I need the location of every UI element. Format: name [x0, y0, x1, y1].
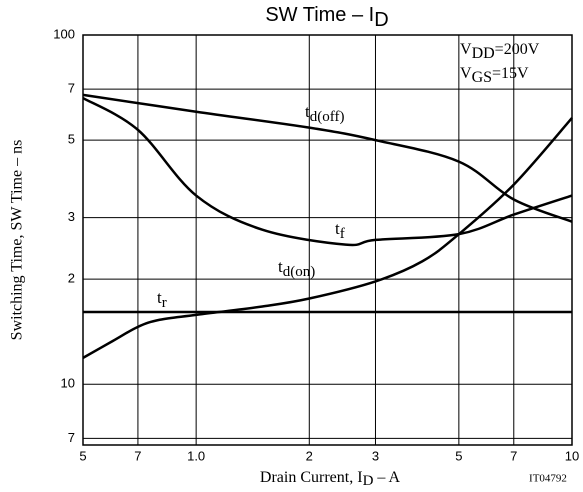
series-label: tr	[157, 288, 167, 312]
y-tick-label: 7	[68, 81, 75, 96]
series-line	[82, 117, 573, 359]
y-tick-label: 5	[68, 132, 75, 147]
x-tick-label: 5	[455, 448, 462, 463]
x-axis-label: Drain Current, ID – A	[260, 469, 401, 490]
series-line	[82, 96, 573, 247]
x-tick-label: 1.0	[187, 448, 205, 463]
x-tick-label: 3	[372, 448, 379, 463]
plot-frame	[82, 34, 573, 446]
figure-code: IT04792	[529, 473, 567, 485]
series-label: td(off)	[305, 102, 344, 126]
x-tick-label: 5	[79, 448, 86, 463]
y-tick-label: 100	[53, 26, 75, 41]
x-tick-label: 7	[134, 448, 141, 463]
x-tick-label: 10	[565, 448, 579, 463]
x-tick-label: 7	[510, 448, 517, 463]
y-tick-label: 10	[61, 376, 75, 391]
y-axis-label: Switching Time, SW Time – ns	[9, 140, 26, 341]
series-line	[82, 93, 573, 223]
series-label: tf	[335, 219, 345, 243]
x-tick-label: 2	[306, 448, 313, 463]
series-label: td(on)	[278, 257, 315, 281]
y-tick-label: 7	[68, 430, 75, 445]
chart-title: SW Time – ID	[265, 4, 388, 31]
y-tick-label: 3	[68, 209, 75, 224]
condition: VDD=200V	[460, 41, 540, 62]
y-tick-label: 2	[68, 271, 75, 286]
condition: VGS=15V	[460, 65, 529, 86]
